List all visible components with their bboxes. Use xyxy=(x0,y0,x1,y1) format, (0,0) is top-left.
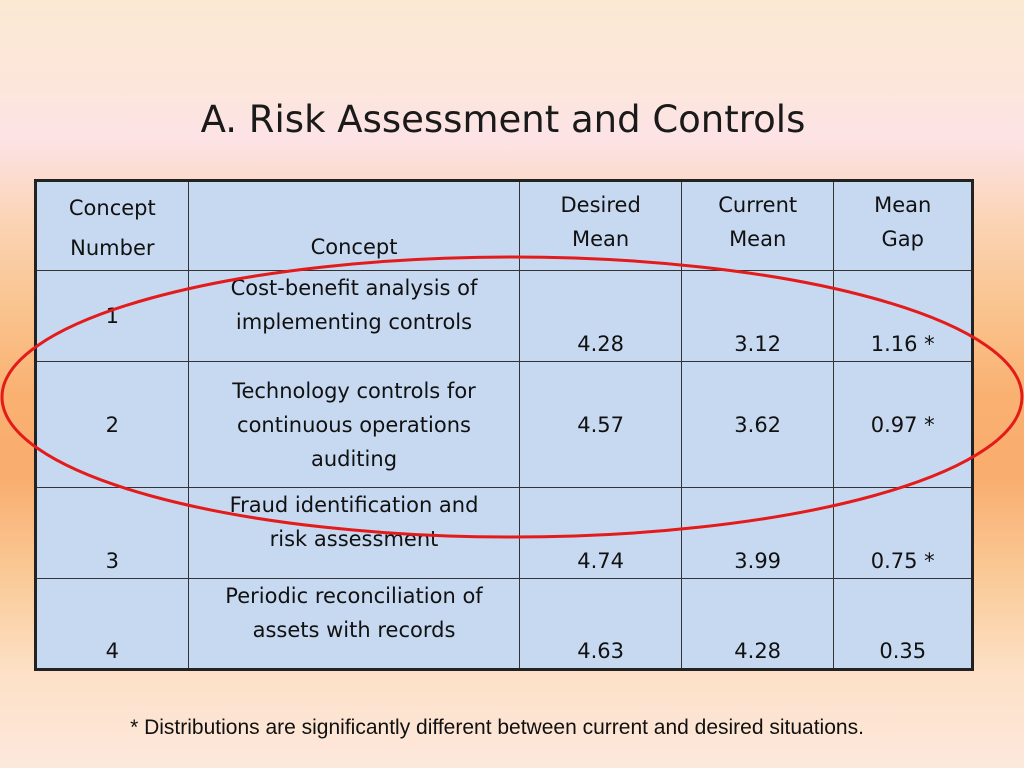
footnote: * Distributions are significantly differ… xyxy=(130,716,864,739)
concept-cell: Cost-benefit analysis of implementing co… xyxy=(187,270,521,362)
desired-mean-cell: 4.28 xyxy=(519,270,682,362)
header-concept-number: Concept Number xyxy=(35,180,189,271)
risk-assessment-table: Concept Number Concept Desired Mean Curr… xyxy=(34,179,974,671)
concept-number-cell: 4 xyxy=(35,578,189,670)
slide-title: A. Risk Assessment and Controls xyxy=(200,98,806,141)
current-mean-cell: 4.28 xyxy=(680,578,835,670)
table-row: 1 Cost-benefit analysis of implementing … xyxy=(35,270,973,362)
header-desired-mean: Desired Mean xyxy=(519,180,682,271)
mean-gap-cell: 0.35 xyxy=(833,578,973,670)
table-row: 3 Fraud identification and risk assessme… xyxy=(35,487,973,579)
header-current-mean: Current Mean xyxy=(680,180,835,271)
mean-gap-cell: 0.97 * xyxy=(833,361,973,488)
current-mean-cell: 3.99 xyxy=(680,487,835,579)
current-mean-cell: 3.62 xyxy=(680,361,835,488)
mean-gap-cell: 1.16 * xyxy=(833,270,973,362)
concept-number-cell: 3 xyxy=(35,487,189,579)
table-row: 2 Technology controls for continuous ope… xyxy=(35,361,973,488)
concept-number-cell: 2 xyxy=(35,361,189,488)
desired-mean-cell: 4.57 xyxy=(519,361,682,488)
concept-number-cell: 1 xyxy=(35,270,189,362)
desired-mean-cell: 4.63 xyxy=(519,578,682,670)
concept-cell: Technology controls for continuous opera… xyxy=(187,361,521,488)
concept-cell: Periodic reconciliation of assets with r… xyxy=(187,578,521,670)
mean-gap-cell: 0.75 * xyxy=(833,487,973,579)
current-mean-cell: 3.12 xyxy=(680,270,835,362)
table-header-row: Concept Number Concept Desired Mean Curr… xyxy=(35,180,973,271)
concept-cell: Fraud identification and risk assessment xyxy=(187,487,521,579)
header-concept: Concept xyxy=(187,180,521,271)
desired-mean-cell: 4.74 xyxy=(519,487,682,579)
table-row: 4 Periodic reconciliation of assets with… xyxy=(35,578,973,670)
header-mean-gap: Mean Gap xyxy=(833,180,973,271)
